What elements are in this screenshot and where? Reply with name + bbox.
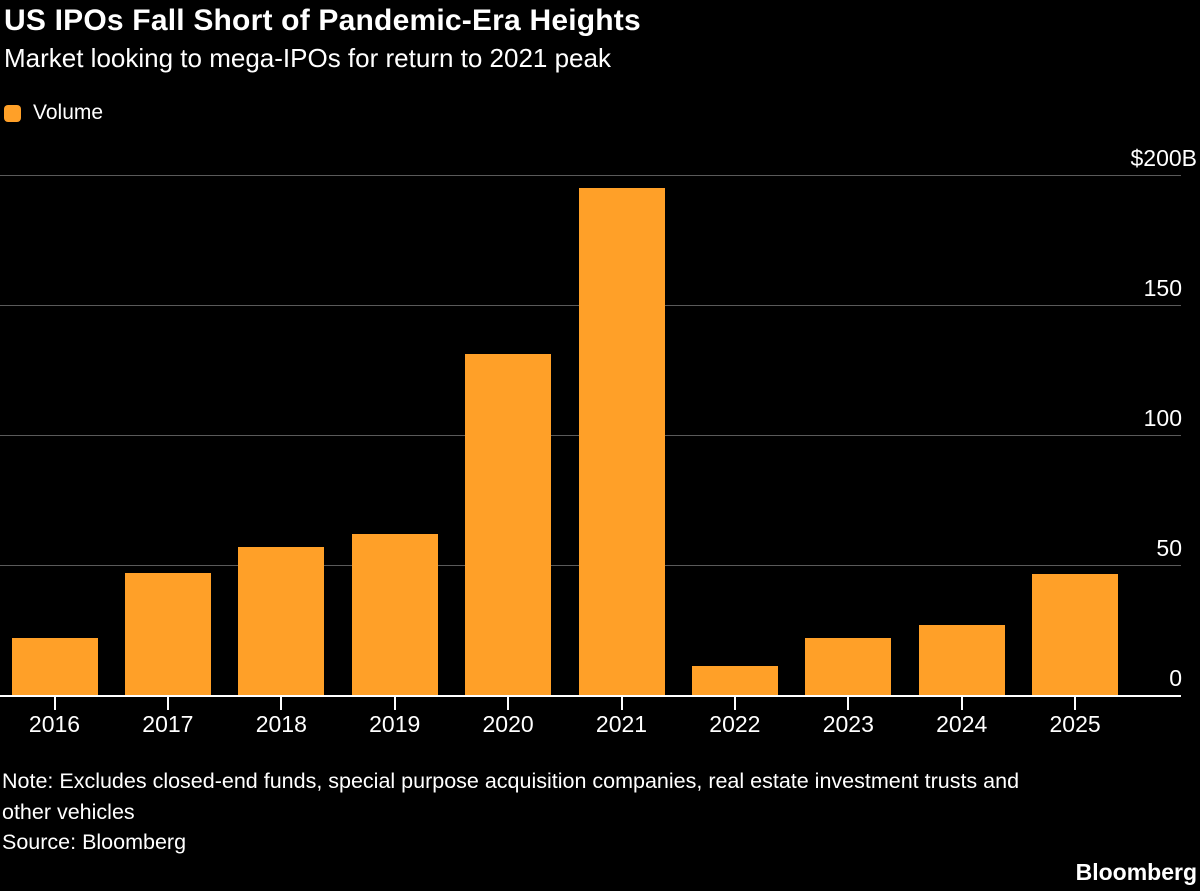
- x-axis-label-2019: 2019: [369, 711, 421, 737]
- x-axis-tick-2019: [393, 696, 396, 710]
- x-axis-tick-2022: [733, 696, 736, 710]
- x-axis-tick-2018: [280, 696, 283, 710]
- footnote-block: Note: Excludes closed-end funds, special…: [2, 766, 1019, 858]
- bar-2018: [238, 546, 325, 695]
- x-axis-tick-2025: [1074, 696, 1077, 710]
- bar-2021: [578, 188, 665, 695]
- bar-2020: [465, 354, 552, 695]
- legend-label: Volume: [33, 101, 104, 124]
- x-axis-tick-2017: [166, 696, 169, 710]
- y-axis-label-50: 50: [1156, 535, 1182, 561]
- x-axis-label-2021: 2021: [595, 711, 648, 737]
- bar-2016: [11, 637, 98, 695]
- x-axis-label-2016: 2016: [28, 711, 81, 737]
- x-axis-tick-2024: [960, 696, 963, 710]
- footnote-line-2: other vehicles: [2, 799, 135, 824]
- chart-subtitle: Market looking to mega-IPOs for return t…: [4, 43, 611, 73]
- footnote-line-1: Note: Excludes closed-end funds, special…: [2, 769, 1020, 793]
- bar-2022: [691, 666, 778, 695]
- bar-2023: [805, 637, 892, 695]
- x-axis-tick-2023: [847, 696, 850, 710]
- x-axis-tick-2020: [507, 696, 510, 710]
- y-axis-label-150: 150: [1143, 275, 1182, 301]
- x-axis-tick-2021: [620, 696, 623, 710]
- x-axis-label-2023: 2023: [822, 711, 874, 737]
- x-axis-tick-2016: [53, 696, 56, 710]
- legend: Volume: [4, 101, 103, 125]
- y-axis-label-200: $200B: [1130, 145, 1197, 171]
- bloomberg-logo: Bloomberg: [1075, 859, 1197, 885]
- x-axis-label-2020: 2020: [482, 711, 534, 737]
- chart-title: US IPOs Fall Short of Pandemic-Era Heigh…: [4, 4, 641, 37]
- x-axis-label-2024: 2024: [936, 711, 988, 737]
- x-axis-line: [0, 695, 1181, 697]
- y-axis-label-100: 100: [1143, 405, 1182, 431]
- bar-2024: [918, 624, 1005, 695]
- x-axis-label-2025: 2025: [1049, 711, 1101, 737]
- bar-2019: [351, 533, 438, 695]
- x-axis-label-2022: 2022: [709, 711, 761, 737]
- gridline-200: [0, 175, 1181, 176]
- source-label: Source: Bloomberg: [2, 830, 187, 854]
- x-axis-label-2017: 2017: [142, 711, 194, 737]
- legend-swatch-icon: [4, 104, 21, 122]
- bar-2017: [124, 572, 211, 695]
- y-axis-label-0: 0: [1169, 665, 1182, 691]
- x-axis-label-2018: 2018: [255, 711, 307, 737]
- bar-2025: [1032, 574, 1119, 695]
